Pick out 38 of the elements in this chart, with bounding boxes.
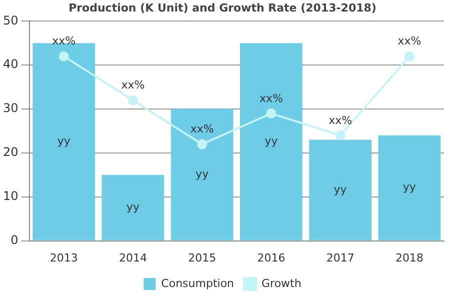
- chart-title: Production (K Unit) and Growth Rate (2013-2018): [68, 1, 376, 14]
- point: [197, 139, 208, 150]
- x-tick-label: 2014: [118, 251, 147, 264]
- y-tick-label: 40: [2, 57, 18, 72]
- x-tick-label: 2016: [257, 251, 286, 264]
- bar: [309, 140, 372, 240]
- data-label: yy: [402, 180, 416, 194]
- data-label: xx%: [259, 92, 283, 105]
- x-tick-label: 2015: [188, 251, 216, 264]
- x-tick-label: 2018: [395, 251, 424, 264]
- bar: [32, 43, 96, 240]
- data-label: xx%: [398, 34, 422, 48]
- data-label: yy: [57, 134, 71, 148]
- y-tick-label: 10: [2, 189, 18, 204]
- point: [404, 51, 414, 62]
- x-tick-label: 2013: [50, 251, 78, 264]
- point: [58, 51, 69, 62]
- legend-label: Growth: [262, 276, 302, 290]
- data-label: xx%: [328, 114, 352, 127]
- y-tick-label: 0: [10, 232, 18, 247]
- x-tick-label: 2017: [326, 251, 354, 264]
- data-label: yy: [196, 168, 210, 181]
- point: [266, 108, 276, 118]
- data-label: xx%: [121, 78, 145, 92]
- data-label: xx%: [190, 122, 214, 136]
- data-label: yy: [264, 134, 278, 148]
- bar: [102, 174, 164, 240]
- y-tick-label: 20: [2, 145, 18, 160]
- y-tick-label: 30: [2, 101, 18, 116]
- legend-label: Consumption: [161, 276, 234, 290]
- point: [335, 130, 346, 140]
- bar: [378, 135, 441, 240]
- point: [128, 95, 138, 106]
- bar: [240, 43, 302, 240]
- y-tick-label: 50: [2, 13, 18, 28]
- bar: [170, 109, 234, 240]
- data-label: yy: [334, 182, 348, 196]
- data-label: yy: [126, 200, 140, 214]
